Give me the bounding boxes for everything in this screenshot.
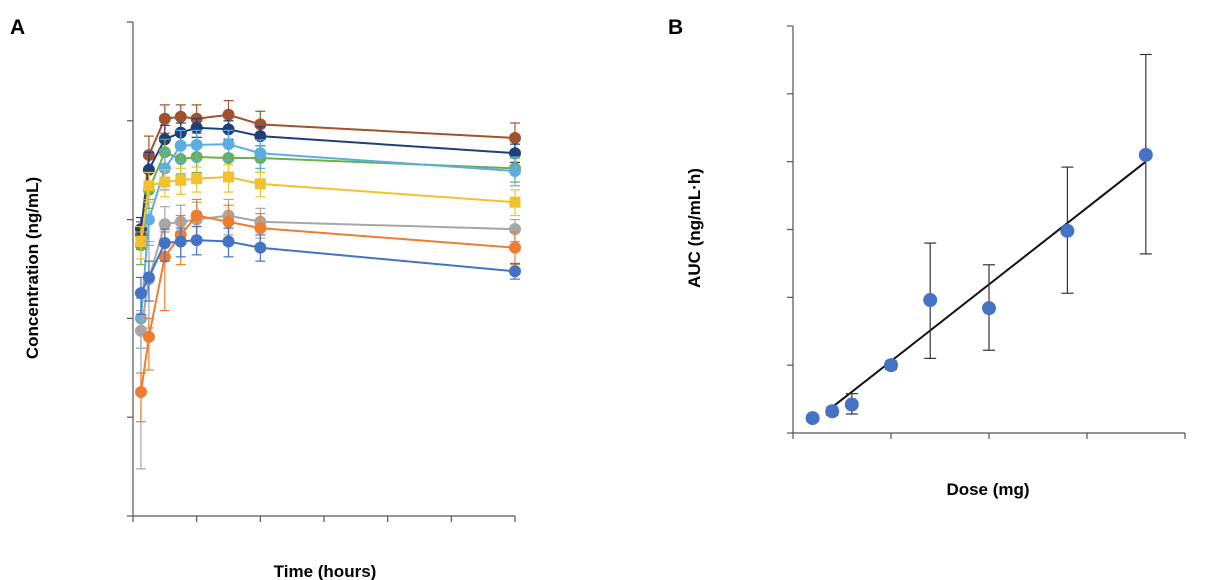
point-dl4: [223, 171, 234, 183]
point-dl4: [135, 236, 147, 248]
point-dl1: [190, 234, 203, 247]
point-dl6: [174, 139, 187, 152]
auc-point: [884, 358, 898, 373]
point-dl7: [222, 123, 235, 136]
point-dl4: [143, 180, 155, 192]
point-dl8: [222, 108, 235, 121]
panel-b-x-axis-title: Dose (mg): [946, 480, 1029, 499]
panel-b-y-axis-title: AUC (ng/mL·h): [685, 168, 704, 288]
point-dl4: [509, 196, 521, 208]
auc-point: [923, 293, 938, 308]
point-dl1: [142, 271, 155, 284]
point-dl4: [191, 173, 203, 185]
point-dl1: [134, 287, 147, 300]
panel-a-y-axis-title: Concentration (ng/mL): [23, 177, 42, 359]
point-dl8: [254, 118, 267, 131]
point-dl1: [509, 265, 521, 278]
point-dl2: [142, 330, 155, 343]
point-dl1: [174, 235, 187, 248]
point-dl7: [509, 147, 521, 160]
point-dl4: [159, 176, 171, 188]
point-dl1: [254, 241, 267, 254]
auc-point: [844, 397, 859, 412]
panel-a-x-axis-title: Time (hours): [274, 562, 377, 580]
point-dl3: [158, 218, 171, 231]
point-dl6: [222, 138, 235, 151]
panel-a-chart: [127, 21, 521, 522]
point-dl6: [254, 147, 267, 160]
point-dl1: [222, 235, 235, 248]
point-dl4: [175, 174, 187, 186]
point-dl6: [509, 165, 521, 178]
point-dl8: [509, 131, 521, 144]
auc-point: [1060, 223, 1075, 238]
point-dl6: [158, 162, 171, 175]
point-dl4: [254, 178, 266, 190]
panel-b-letter: B: [668, 16, 683, 39]
point-dl2: [134, 385, 147, 398]
auc-point: [982, 301, 996, 316]
series-dl6: [134, 129, 521, 349]
point-dl2: [222, 215, 235, 228]
point-dl6: [142, 213, 155, 226]
point-dl8: [174, 110, 187, 123]
series-dl2: [134, 198, 521, 423]
auc-point: [805, 411, 820, 426]
point-dl2: [190, 209, 203, 222]
point-dl1: [158, 236, 171, 249]
point-dl6: [190, 138, 203, 151]
auc-point: [1138, 147, 1153, 162]
series-dl4: [135, 164, 521, 260]
point-dl8: [158, 112, 171, 125]
point-dl2: [509, 241, 521, 254]
auc-point: [825, 404, 840, 419]
point-dl7: [254, 130, 267, 143]
point-dl2: [254, 222, 267, 235]
panel-b-chart: [787, 25, 1186, 439]
series-dl1: [134, 225, 521, 315]
panel-a-letter: A: [10, 16, 25, 39]
